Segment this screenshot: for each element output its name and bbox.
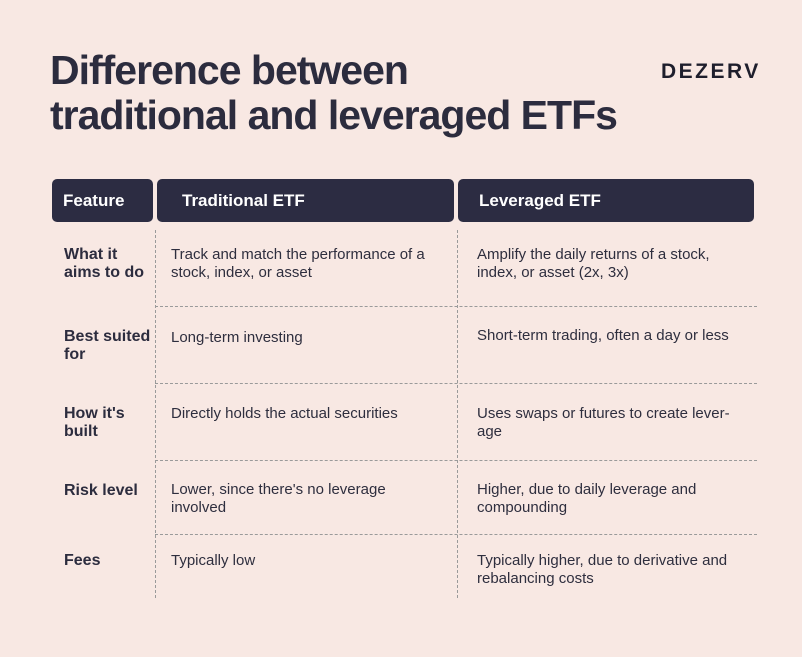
row-traditional-built: Directly holds the actual securities: [171, 405, 398, 422]
row-traditional-suited: Long-term investing: [171, 329, 303, 346]
row-divider-1: [155, 306, 757, 307]
row-traditional-aims: Track and match the performance of a sto…: [171, 246, 425, 281]
row-leveraged-aims: Amplify the daily returns of a stock, in…: [477, 246, 710, 281]
title-line-1: Difference between: [50, 47, 409, 93]
row-divider-3: [155, 460, 757, 461]
row-leveraged-risk: Higher, due to daily leverage and compou…: [477, 481, 697, 516]
column-divider-2: [457, 230, 458, 598]
row-traditional-risk: Lower, since there's no leverage involve…: [171, 481, 386, 516]
page-title: Difference between traditional and lever…: [50, 48, 650, 138]
row-leveraged-suited: Short-term trading, often a day or less: [477, 327, 729, 344]
header-leveraged-etf: Leveraged ETF: [458, 179, 754, 222]
row-feature-fees: Fees: [64, 552, 101, 569]
row-feature-risk: Risk level: [64, 482, 138, 499]
row-divider-4: [155, 534, 757, 535]
row-feature-built: How it's built: [64, 405, 125, 440]
row-leveraged-fees: Typically higher, due to derivative and …: [477, 552, 728, 587]
header-traditional-etf: Traditional ETF: [157, 179, 454, 222]
column-divider-1: [155, 230, 156, 598]
title-line-2: traditional and leveraged ETFs: [50, 92, 618, 138]
brand-logo: DEZERV: [661, 60, 761, 83]
row-feature-suited: Best suited for: [64, 328, 151, 363]
row-feature-aims: What it aims to do: [64, 246, 145, 281]
header-feature: Feature: [52, 179, 153, 222]
row-divider-2: [155, 383, 757, 384]
row-leveraged-built: Uses swaps or futures to create lever-ag…: [477, 405, 730, 440]
row-traditional-fees: Typically low: [171, 552, 256, 569]
